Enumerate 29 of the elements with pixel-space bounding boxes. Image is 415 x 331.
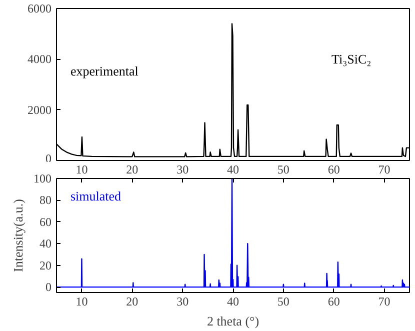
x2-tick-label: 60	[328, 162, 340, 176]
y-tick-label: 2000	[28, 102, 52, 117]
x2-tick-label: 40	[227, 162, 239, 176]
x-axis-title: 2 theta (°)	[206, 314, 260, 328]
annotation: simulated	[70, 188, 122, 204]
x-tick-label: 60	[328, 294, 340, 308]
line-series	[56, 178, 410, 288]
x-tick-label: 40	[227, 294, 239, 308]
x-tick-label: 30	[176, 294, 189, 308]
y-tick-label: 100	[34, 172, 52, 186]
y-tick-label: 80	[40, 193, 52, 208]
x2-tick-label: 30	[176, 162, 189, 176]
y-tick-label: 60	[40, 214, 52, 229]
y-tick-label: 20	[40, 258, 52, 272]
x2-tick-label: 50	[277, 162, 290, 176]
x2-tick-label: 10	[76, 162, 88, 176]
x-tick-label: 70	[378, 294, 390, 308]
y-tick-label: 0	[46, 280, 52, 294]
x-tick-label: 50	[277, 294, 290, 308]
annotation: Ti₃SiC₂	[332, 52, 372, 66]
x2-tick-label: 20	[126, 162, 138, 176]
y-tick-label: 4000	[28, 52, 52, 66]
y-tick-label: 40	[40, 236, 52, 251]
y-axis-title: Intensity(a.u.)	[10, 199, 26, 272]
annotation: experimental	[70, 64, 139, 78]
x2-tick-label: 70	[378, 162, 390, 176]
y-tick-label: 6000	[28, 2, 52, 16]
x-tick-label: 20	[126, 294, 138, 308]
x-tick-label: 10	[76, 294, 88, 308]
